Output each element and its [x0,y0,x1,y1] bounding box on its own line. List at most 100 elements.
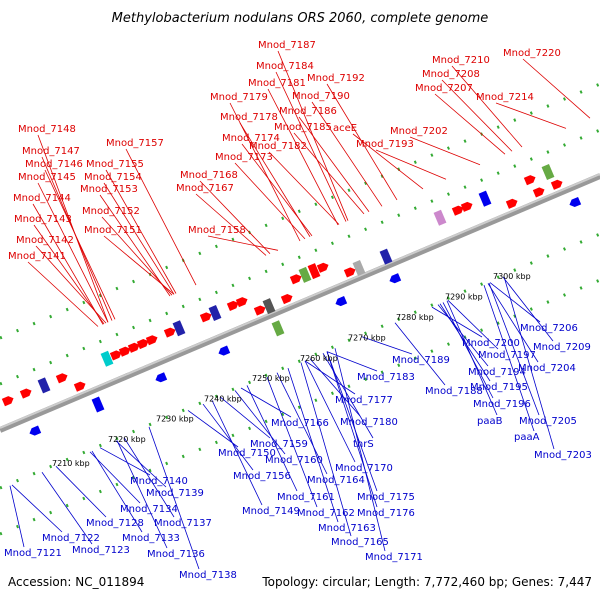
gene-arrow [569,196,582,208]
leader-line-bottom [202,403,254,471]
leader-line-bottom [488,282,540,416]
gene-label-bottom: Mnod_7121 [4,548,62,559]
dotted-guide [0,128,600,386]
leader-line-bottom [326,351,378,372]
gene-arrow [127,342,140,353]
gene-arrow [451,205,464,216]
leader-line-bottom [483,284,535,432]
kbp-tick-label: 7270 kbp [348,333,386,342]
leader-line-bottom [219,396,271,439]
gene-label-bottom: paaB [477,416,503,427]
kbp-tick-label: 7220 kbp [108,435,146,444]
leader-line-bottom [116,440,168,549]
gene-arrow [136,339,149,350]
leader-line-top [105,169,177,294]
leader-line-bottom [91,450,143,533]
gene-label-top: Mnod_7208 [422,69,480,80]
gene-label-top: Mnod_7220 [503,48,561,59]
gene-arrow [55,373,68,384]
gene-arrow-shape [389,273,402,284]
leader-line-top [375,149,447,180]
leader-line-top [234,162,306,240]
gene-box-shape [352,260,366,277]
gene-arrow-shape [118,346,131,357]
gene-arrow [460,201,473,212]
gene-label-top: Mnod_7152 [82,206,140,217]
kbp-tick-label: 7210 kbp [52,459,90,468]
gene-arrow-shape [226,300,239,311]
dotted-guide [0,82,600,340]
gene-box-shape [433,209,447,226]
gene-arrow [145,335,158,346]
gene-box [307,263,321,280]
leader-line-bottom [304,360,356,463]
gene-arrow [335,296,348,307]
gene-label-bottom: Mnod_7139 [146,488,204,499]
gene-box [208,304,222,321]
gene-label-bottom: Mnod_7196 [473,399,531,410]
leader-line-bottom [326,351,378,492]
gene-label-top: Mnod_7193 [356,139,414,150]
gene-label-bottom: Mnod_7171 [365,552,423,563]
gene-label-bottom: Mnod_7183 [357,372,415,383]
dotted-guide [0,278,600,536]
gene-label-bottom: Mnod_7150 [218,448,276,459]
leader-line-bottom [240,387,292,418]
gene-label-top: Mnod_7186 [279,106,337,117]
gene-label-top: Mnod_7192 [307,73,365,84]
gene-arrow [289,274,302,285]
gene-label-bottom: Mnod_7138 [179,570,237,581]
gene-label-top: Mnod_7187 [258,40,316,51]
backbone-line [0,173,600,433]
gene-box-shape [208,304,222,321]
leader-line-top [27,261,99,327]
leader-line-top [241,143,313,237]
gene-box-shape [379,248,393,265]
leader-line-bottom [99,447,151,476]
leader-line-bottom [123,437,175,518]
leader-line-bottom [41,471,93,545]
dotted-guides [0,82,600,536]
gene-label-top: Mnod_7147 [22,146,80,157]
gene-arrow-shape [532,187,545,198]
leader-line-top [44,169,116,320]
gene-box-shape [271,320,285,337]
gene-label-top: Mnod_7157 [106,138,164,149]
gene-label-top: aceE [333,123,357,134]
gene-arrow [109,350,122,361]
gene-box [478,190,492,207]
leader-line-bottom [322,353,374,439]
gene-label-top: Mnod_7207 [415,83,473,94]
gene-box [298,266,312,283]
gene-label-bottom: Mnod_7149 [242,506,300,517]
leader-line-bottom [89,451,141,504]
gene-label-top: Mnod_7144 [13,193,71,204]
gene-arrow [235,297,248,308]
leader-line-top [409,136,481,166]
gene-arrow-shape [569,196,582,208]
gene-label-bottom: Mnod_7136 [147,549,205,560]
gene-arrow [280,294,293,305]
gene-label-top: Mnod_7210 [432,55,490,66]
gene-label-bottom: Mnod_7164 [307,475,365,486]
gene-label-bottom: thrS [353,439,374,450]
gene-box [379,248,393,265]
leader-line-bottom [276,372,328,475]
kbp-tick-label: 7290 kbp [445,292,483,301]
gene-label-top: Mnod_7141 [8,251,66,262]
leader-line-top [495,102,567,129]
gene-box [262,298,276,315]
gene-label-bottom: Mnod_7170 [335,463,393,474]
gene-box [271,320,285,337]
gene-label-bottom: Mnod_7123 [72,545,130,556]
gene-label-top: Mnod_7181 [248,78,306,89]
gene-label-top: Mnod_7190 [292,91,350,102]
leader-line-top [103,235,175,295]
leader-line-bottom [309,358,361,417]
gene-label-top: Mnod_7155 [86,159,144,170]
gene-arrow-shape [550,179,563,190]
gene-arrow [218,345,231,356]
gene-label-top: Mnod_7178 [220,112,278,123]
leader-line-top [451,65,523,148]
gene-box [91,396,105,413]
